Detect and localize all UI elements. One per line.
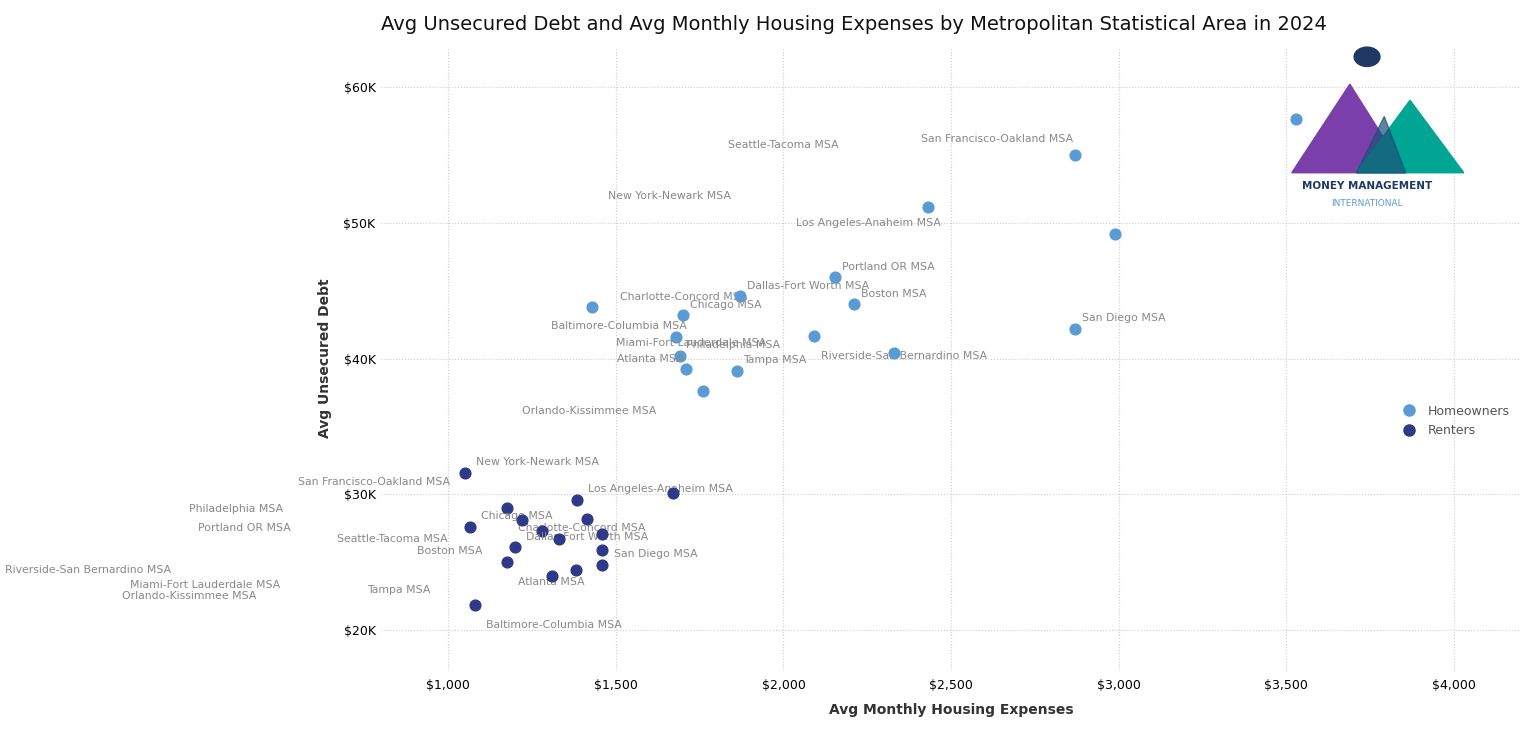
Text: Atlanta MSA: Atlanta MSA: [518, 577, 585, 587]
Text: Boston MSA: Boston MSA: [860, 289, 926, 299]
Text: Philadelphia MSA: Philadelphia MSA: [189, 504, 283, 515]
Text: Riverside-San Bernardino MSA: Riverside-San Bernardino MSA: [5, 565, 172, 575]
Text: Chicago MSA: Chicago MSA: [481, 511, 553, 521]
Point: [590, 544, 614, 556]
Point: [574, 513, 599, 525]
Polygon shape: [1356, 100, 1464, 173]
Text: San Francisco-Oakland MSA: San Francisco-Oakland MSA: [298, 477, 450, 488]
Point: [453, 467, 478, 479]
Text: Baltimore-Columbia MSA: Baltimore-Columbia MSA: [485, 621, 622, 630]
Point: [823, 272, 848, 283]
Point: [590, 528, 614, 539]
Text: INTERNATIONAL: INTERNATIONAL: [1332, 198, 1402, 207]
Text: San Diego MSA: San Diego MSA: [613, 548, 697, 559]
Point: [660, 487, 685, 498]
Text: Tampa MSA: Tampa MSA: [743, 355, 806, 365]
Text: Orlando-Kissimmee MSA: Orlando-Kissimmee MSA: [121, 591, 257, 601]
Y-axis label: Avg Unsecured Debt: Avg Unsecured Debt: [318, 279, 332, 438]
Text: Chicago MSA: Chicago MSA: [690, 299, 762, 310]
Polygon shape: [1356, 116, 1405, 173]
Point: [802, 329, 826, 341]
Text: Orlando-Kissimmee MSA: Orlando-Kissimmee MSA: [522, 406, 657, 417]
Point: [1063, 149, 1087, 161]
Point: [1284, 113, 1309, 124]
Point: [1063, 323, 1087, 335]
Text: New York-Newark MSA: New York-Newark MSA: [476, 457, 599, 467]
Point: [671, 310, 696, 321]
Point: [564, 564, 588, 576]
Text: Tampa MSA: Tampa MSA: [367, 585, 430, 595]
Text: Charlotte-Concord MSA: Charlotte-Concord MSA: [518, 523, 645, 533]
Point: [581, 301, 605, 313]
Text: San Diego MSA: San Diego MSA: [1081, 313, 1166, 324]
Point: [590, 559, 614, 571]
Text: Boston MSA: Boston MSA: [418, 546, 482, 556]
Text: Los Angeles-Anaheim MSA: Los Angeles-Anaheim MSA: [796, 218, 940, 228]
Text: Dallas-Fort Worth MSA: Dallas-Fort Worth MSA: [746, 280, 869, 291]
Point: [565, 494, 590, 506]
Point: [539, 569, 564, 581]
Point: [1103, 228, 1127, 239]
Text: Portland OR MSA: Portland OR MSA: [198, 523, 290, 534]
Text: Portland OR MSA: Portland OR MSA: [842, 261, 935, 272]
Point: [510, 514, 535, 526]
X-axis label: Avg Monthly Housing Expenses: Avg Monthly Housing Expenses: [829, 703, 1074, 717]
Text: Avg Unsecured Debt and Avg Monthly Housing Expenses by Metropolitan Statistical : Avg Unsecured Debt and Avg Monthly Housi…: [381, 15, 1327, 34]
Text: New York-Newark MSA: New York-Newark MSA: [608, 191, 731, 201]
Point: [915, 201, 940, 212]
Text: MONEY MANAGEMENT: MONEY MANAGEMENT: [1303, 181, 1432, 191]
Text: Seattle-Tacoma MSA: Seattle-Tacoma MSA: [728, 140, 839, 149]
Point: [458, 521, 482, 533]
Text: Los Angeles-Anaheim MSA: Los Angeles-Anaheim MSA: [588, 484, 733, 494]
Point: [547, 533, 571, 545]
Circle shape: [1355, 47, 1379, 67]
Text: Baltimore-Columbia MSA: Baltimore-Columbia MSA: [551, 321, 687, 332]
Point: [691, 385, 716, 397]
Point: [882, 347, 906, 359]
Point: [495, 502, 519, 514]
Point: [495, 556, 519, 568]
Point: [502, 541, 527, 553]
Text: Atlanta MSA: Atlanta MSA: [617, 354, 684, 364]
Text: Seattle-Tacoma MSA: Seattle-Tacoma MSA: [338, 534, 449, 544]
Point: [664, 331, 688, 343]
Point: [723, 365, 748, 377]
Legend: Homeowners, Renters: Homeowners, Renters: [1392, 400, 1514, 442]
Text: Philadelphia MSA: Philadelphia MSA: [687, 340, 780, 351]
Point: [842, 299, 866, 310]
Text: Miami-Fort Lauderdale MSA: Miami-Fort Lauderdale MSA: [131, 580, 281, 590]
Text: Miami-Fort Lauderdale MSA: Miami-Fort Lauderdale MSA: [616, 337, 766, 348]
Point: [674, 364, 699, 376]
Text: Charlotte-Concord MSA: Charlotte-Concord MSA: [621, 291, 748, 302]
Point: [667, 350, 691, 362]
Text: San Francisco-Oakland MSA: San Francisco-Oakland MSA: [922, 133, 1074, 143]
Point: [462, 600, 487, 611]
Point: [530, 525, 554, 537]
Point: [728, 291, 753, 302]
Polygon shape: [1292, 84, 1405, 173]
Text: Dallas-Fort Worth MSA: Dallas-Fort Worth MSA: [527, 531, 648, 542]
Text: Riverside-San Bernardino MSA: Riverside-San Bernardino MSA: [820, 351, 986, 361]
